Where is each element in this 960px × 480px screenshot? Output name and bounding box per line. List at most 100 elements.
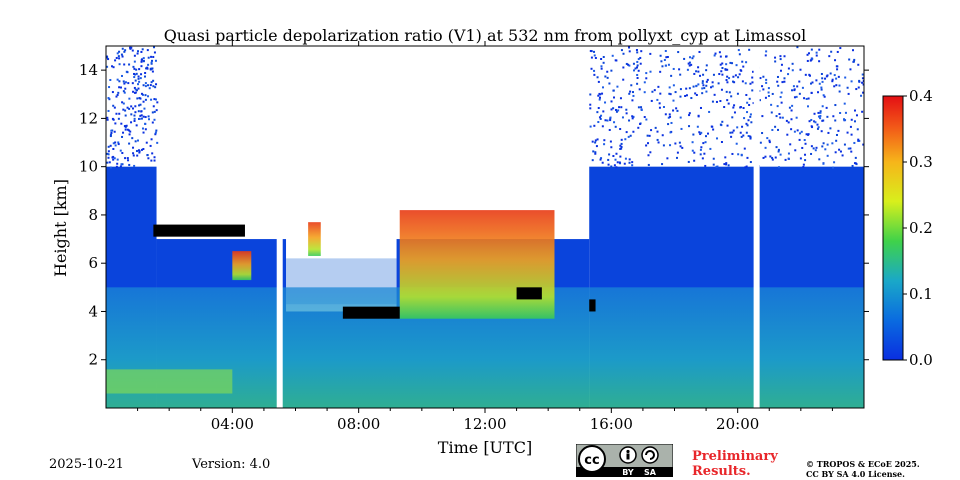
speckle	[133, 119, 136, 122]
speckle	[142, 84, 145, 87]
speckle	[631, 115, 634, 118]
near-surface-layer	[106, 369, 233, 394]
speckle	[151, 121, 154, 124]
speckle	[721, 120, 724, 123]
speckle	[112, 142, 115, 145]
speckle	[117, 117, 120, 120]
speckle	[142, 131, 145, 134]
speckle	[718, 73, 721, 76]
speckle	[858, 79, 861, 82]
speckle	[779, 69, 782, 72]
speckle	[834, 151, 837, 154]
speckle	[597, 121, 600, 124]
speckle	[691, 57, 694, 60]
speckle	[120, 53, 123, 56]
speckle	[123, 125, 126, 128]
speckle	[779, 96, 782, 99]
speckle	[138, 151, 141, 154]
speckle	[672, 99, 675, 102]
speckle	[129, 47, 132, 50]
speckle	[774, 60, 777, 63]
speckle	[639, 62, 642, 65]
speckle	[637, 58, 640, 61]
speckle	[770, 111, 773, 114]
speckle	[748, 103, 751, 106]
speckle	[667, 123, 670, 126]
speckle	[812, 147, 815, 150]
speckle	[764, 96, 767, 99]
colorbar-tick-label: 0.2	[909, 219, 933, 237]
speckle	[765, 50, 768, 53]
speckle	[728, 91, 731, 94]
speckle	[610, 108, 613, 111]
speckle	[844, 111, 847, 114]
speckle	[849, 125, 852, 128]
speckle	[801, 86, 804, 89]
speckle	[666, 55, 669, 58]
speckle	[136, 139, 139, 142]
speckle	[733, 104, 736, 107]
speckle	[152, 85, 155, 88]
speckle	[804, 73, 807, 76]
data-gap	[753, 46, 760, 408]
speckle	[730, 135, 733, 138]
speckle	[123, 91, 126, 94]
speckle	[776, 75, 779, 78]
speckle	[705, 69, 708, 72]
speckle	[126, 128, 129, 131]
speckle	[147, 95, 150, 98]
speckle	[861, 77, 864, 80]
speckle	[133, 117, 136, 120]
speckle	[719, 55, 722, 58]
speckle	[776, 105, 779, 108]
speckle	[632, 130, 635, 133]
speckle	[669, 115, 672, 118]
speckle	[794, 149, 797, 152]
speckle	[609, 116, 612, 119]
speckle	[689, 56, 692, 59]
speckle	[685, 94, 688, 97]
speckle	[142, 59, 145, 62]
speckle	[709, 147, 712, 150]
speckle	[731, 80, 734, 83]
speckle	[604, 119, 607, 122]
speckle	[589, 93, 592, 96]
speckle	[150, 61, 153, 64]
speckle	[701, 80, 704, 83]
speckle	[751, 81, 754, 84]
speckle	[791, 89, 794, 92]
speckle	[112, 158, 115, 161]
speckle	[656, 98, 659, 101]
speckle	[622, 52, 625, 55]
speckle	[604, 75, 607, 78]
speckle	[739, 69, 742, 72]
speckle	[699, 74, 702, 77]
speckle	[110, 131, 113, 134]
speckle	[133, 67, 136, 70]
speckle	[813, 120, 816, 123]
speckle	[843, 102, 846, 105]
speckle	[119, 149, 122, 152]
speckle	[613, 96, 616, 99]
speckle	[819, 114, 822, 117]
speckle	[687, 62, 690, 65]
speckle	[149, 144, 152, 147]
speckle	[793, 130, 796, 133]
speckle	[593, 124, 596, 127]
speckle	[130, 46, 133, 49]
speckle	[612, 89, 615, 92]
speckle	[150, 98, 153, 101]
speckle	[664, 113, 667, 116]
speckle	[823, 95, 826, 98]
speckle	[600, 157, 603, 160]
speckle	[692, 55, 695, 58]
speckle	[666, 157, 669, 160]
speckle	[809, 59, 812, 62]
speckle	[783, 77, 786, 80]
speckle	[146, 154, 149, 157]
speckle	[839, 150, 842, 153]
speckle	[636, 82, 639, 85]
speckle	[656, 130, 659, 133]
speckle	[124, 114, 127, 117]
speckle	[777, 150, 780, 153]
